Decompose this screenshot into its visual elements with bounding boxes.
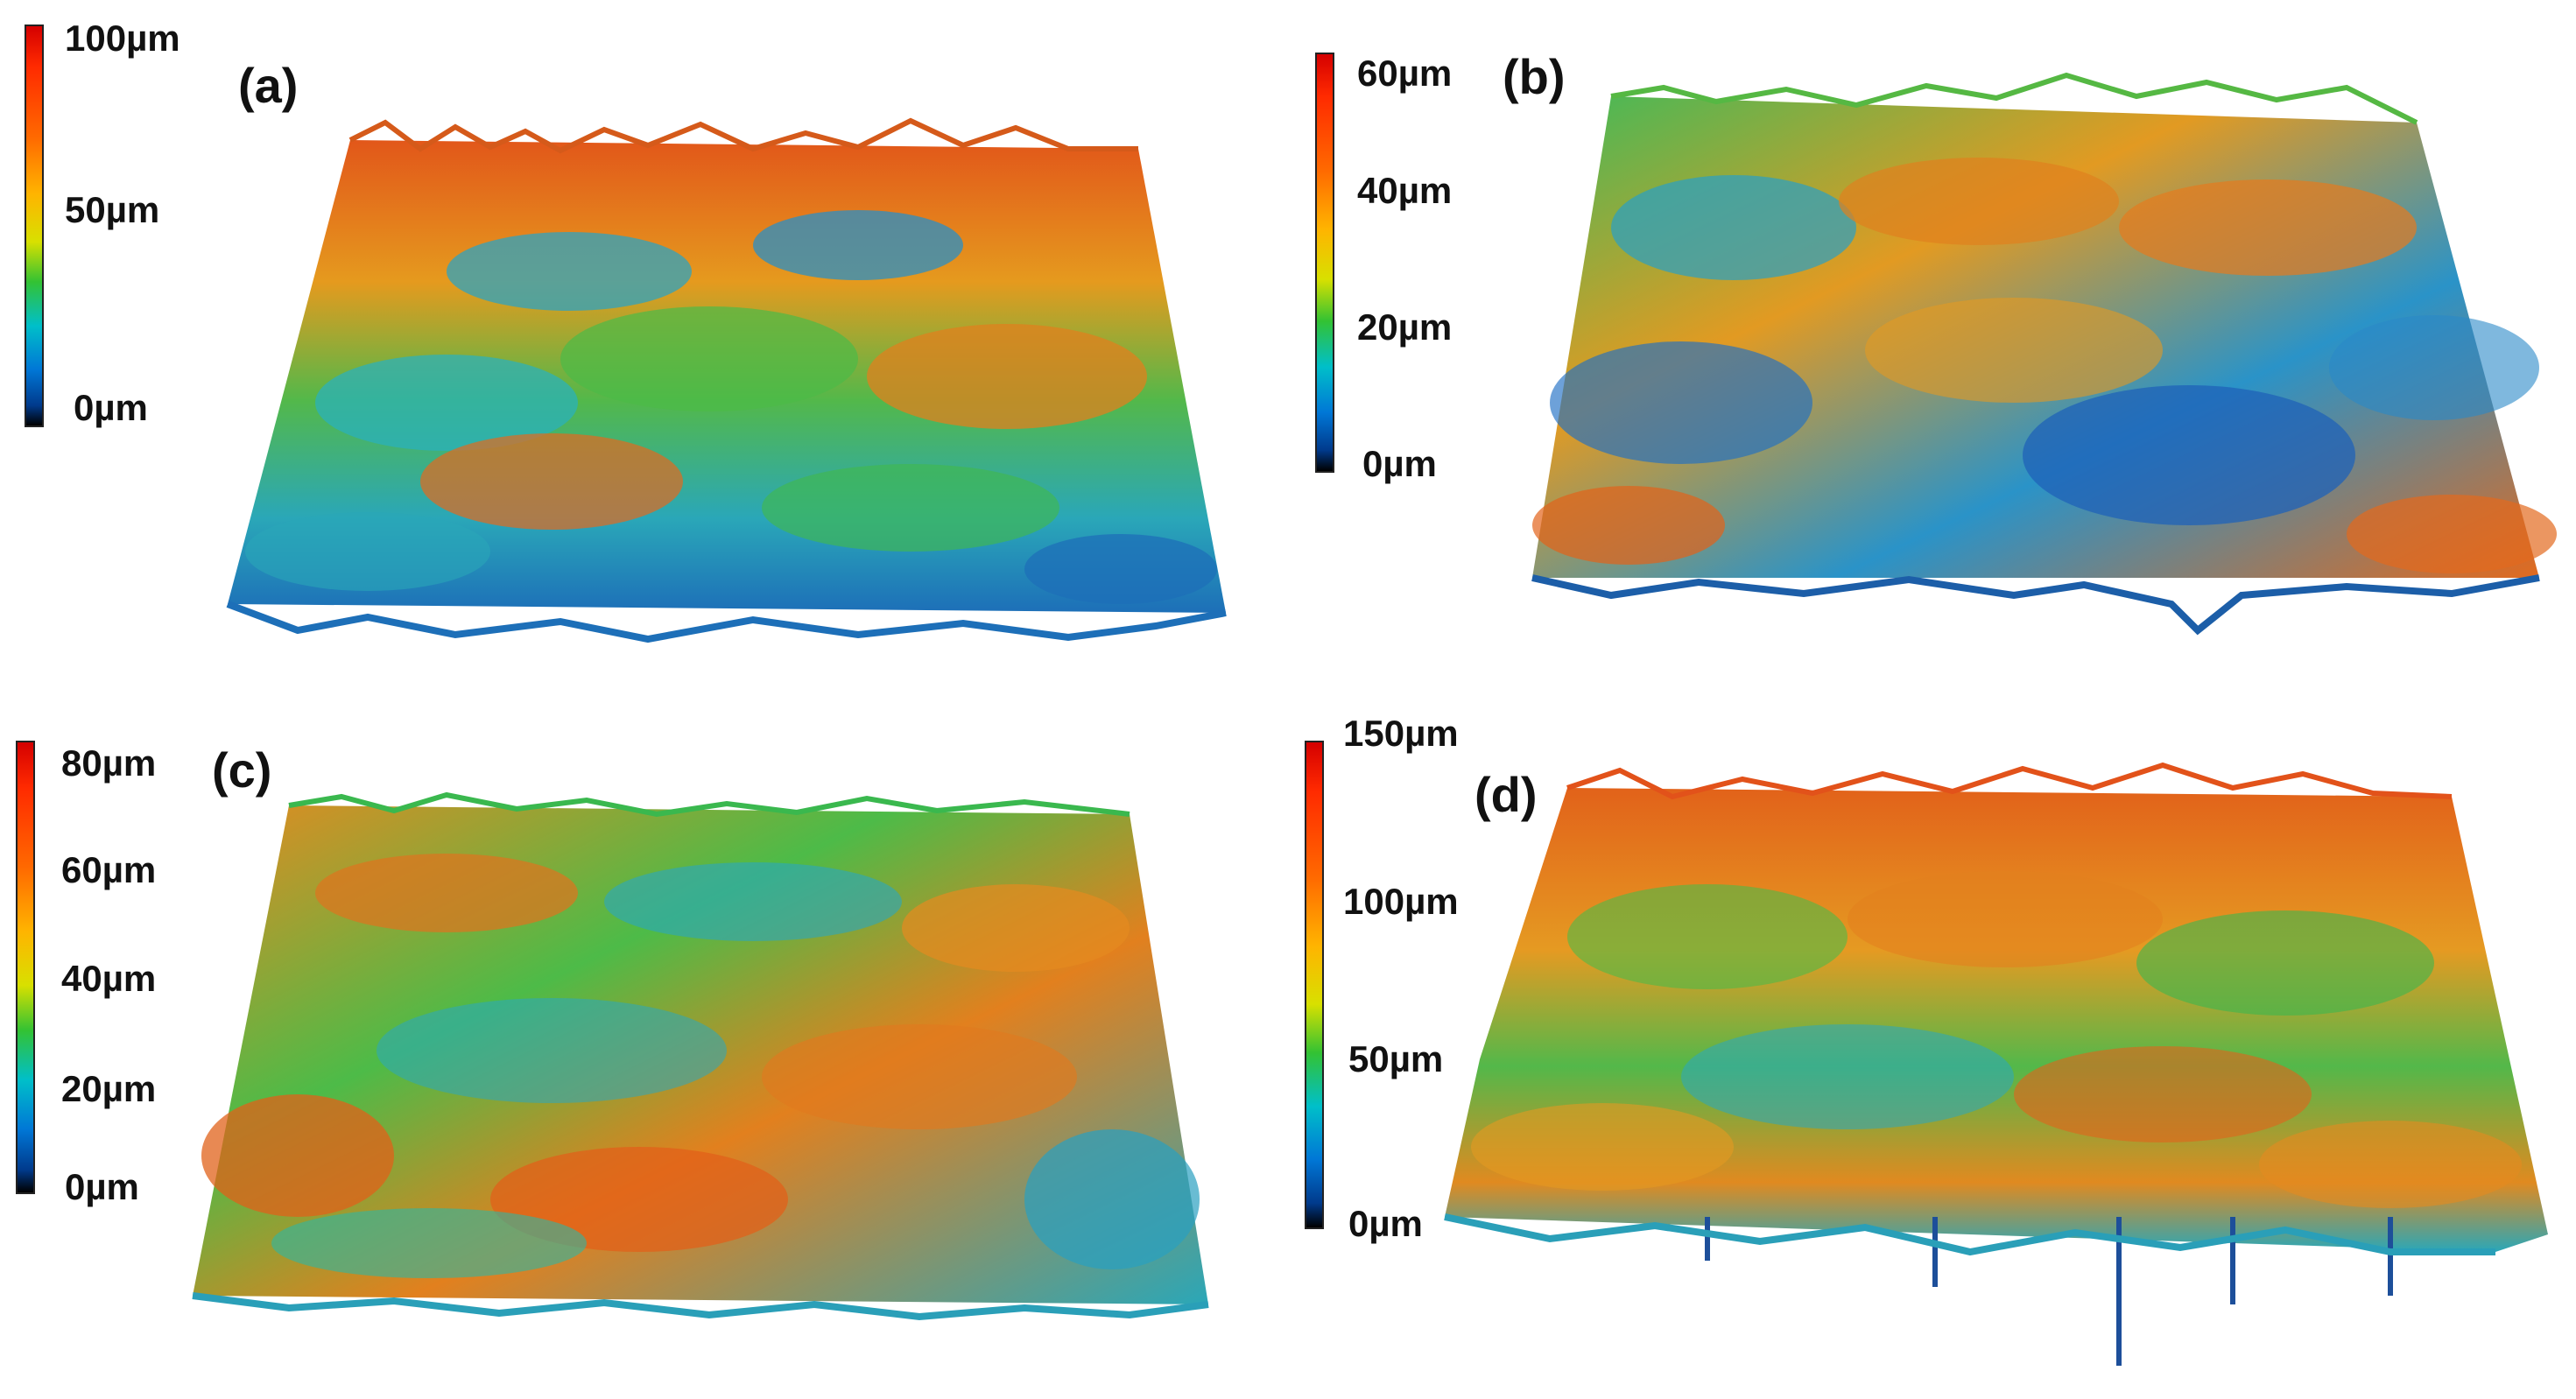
surface-patches-c [201, 854, 1200, 1278]
scale-tick-a-1: 50µm [65, 189, 160, 230]
surface-plot-d [1444, 762, 2548, 1366]
scale-tick-a-2: 0µm [74, 387, 148, 428]
surface-plot-a [226, 117, 1227, 643]
surface-base-c [192, 1292, 1209, 1321]
panel-label-b: (b) [1503, 49, 1566, 104]
color-scale-bar-c [16, 741, 35, 1194]
scale-tick-b-3: 0µm [1362, 443, 1437, 484]
color-scale-bar-b [1315, 53, 1334, 473]
surface-ridge-b [1610, 72, 2418, 125]
surface-base-b [1531, 574, 2540, 636]
surface-base-a [226, 601, 1227, 643]
panel-label-d: (d) [1475, 767, 1538, 822]
scale-tick-b-0: 60µm [1357, 53, 1453, 94]
surface-ridge-d [1566, 762, 2453, 800]
scale-tick-c-4: 0µm [65, 1166, 139, 1207]
scale-tick-d-2: 50µm [1348, 1038, 1444, 1079]
surface-base-d [1444, 1213, 2495, 1256]
scale-tick-c-1: 60µm [61, 849, 157, 890]
scale-tick-d-1: 100µm [1343, 881, 1459, 922]
scale-tick-d-3: 0µm [1348, 1203, 1423, 1244]
color-scale-bar-a [25, 25, 44, 427]
surface-ridge-a [348, 117, 1138, 154]
surface-ridge-c [288, 791, 1130, 818]
scale-tick-c-3: 20µm [61, 1068, 157, 1109]
surface-patches-b [1532, 158, 2557, 573]
surface-patches-d [1471, 871, 2522, 1208]
surface-patches-a [245, 210, 1217, 604]
scale-tick-b-1: 40µm [1357, 170, 1453, 211]
color-scale-bar-d [1305, 741, 1324, 1229]
panel-label-c: (c) [212, 742, 272, 798]
surface-plot-b [1531, 72, 2557, 636]
scale-tick-c-0: 80µm [61, 742, 157, 784]
surface-plot-c [192, 791, 1209, 1321]
scale-tick-b-2: 20µm [1357, 306, 1453, 348]
scale-tick-d-0: 150µm [1343, 713, 1459, 754]
scale-tick-c-2: 40µm [61, 958, 157, 999]
panel-label-a: (a) [238, 58, 299, 113]
scale-tick-a-0: 100µm [65, 18, 180, 59]
